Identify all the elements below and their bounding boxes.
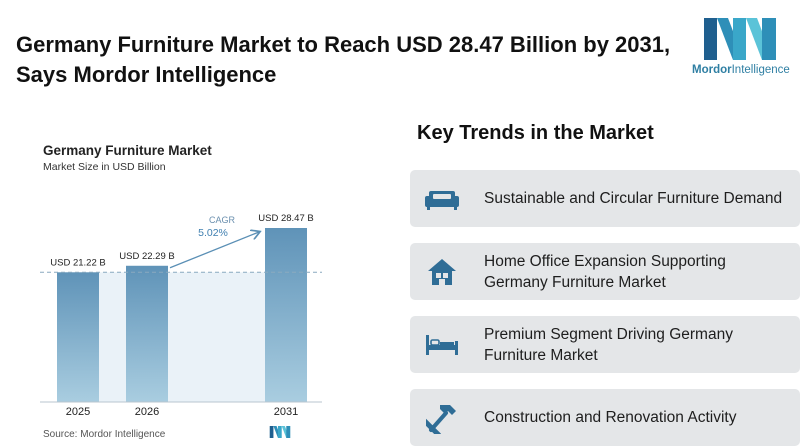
- data-label-2026: USD 22.29 B: [119, 251, 174, 262]
- source-note: Source: Mordor Intelligence: [43, 429, 166, 440]
- page-title: Germany Furniture Market to Reach USD 28…: [16, 32, 671, 87]
- tick-label-2031: 2031: [274, 406, 298, 418]
- trend-label: Home Office Expansion Supporting Germany…: [484, 252, 726, 291]
- market-size-bar-chart: USD 21.22 B USD 22.29 B USD 28.47 B 2025 202…: [40, 213, 322, 418]
- tick-label-2025: 2025: [66, 406, 90, 418]
- chart-title: Germany Furniture Market: [43, 143, 212, 158]
- sofa-icon: [425, 182, 459, 216]
- trend-card-construction: Construction and Renovation Activity: [410, 389, 800, 446]
- trend-card-sustainable: Sustainable and Circular Furniture Deman…: [410, 170, 800, 227]
- trend-card-home-office: Home Office Expansion Supporting Germany…: [410, 243, 800, 300]
- key-trends-heading: Key Trends in the Market: [417, 122, 654, 144]
- mordor-intelligence-logo: MordorIntelligence: [692, 18, 790, 80]
- cagr-label: CAGR: [209, 215, 236, 225]
- trend-card-premium: Premium Segment Driving Germany Furnitur…: [410, 316, 800, 373]
- house-icon: [425, 255, 459, 289]
- hammer-icon: [425, 401, 459, 435]
- data-label-2031: USD 28.47 B: [258, 213, 313, 224]
- trend-label: Sustainable and Circular Furniture Deman…: [484, 190, 783, 207]
- cagr-value: 5.02%: [198, 227, 228, 239]
- bed-icon: [425, 328, 459, 362]
- logo-wordmark: MordorIntelligence: [692, 64, 790, 76]
- cagr-arrow: [169, 232, 259, 269]
- trend-label: Premium Segment Driving Germany Furnitur…: [484, 325, 733, 364]
- data-label-2025: USD 21.22 B: [50, 257, 105, 268]
- bar-2025: [57, 272, 99, 402]
- bar-2031: [265, 228, 307, 402]
- bar-2026: [126, 265, 168, 402]
- chart-subtitle: Market Size in USD Billion: [43, 161, 166, 173]
- trend-label: Construction and Renovation Activity: [484, 409, 737, 426]
- mordor-logo-mark-icon: [704, 18, 776, 60]
- tick-label-2026: 2026: [135, 406, 159, 418]
- source-logo-icon: [269, 426, 291, 438]
